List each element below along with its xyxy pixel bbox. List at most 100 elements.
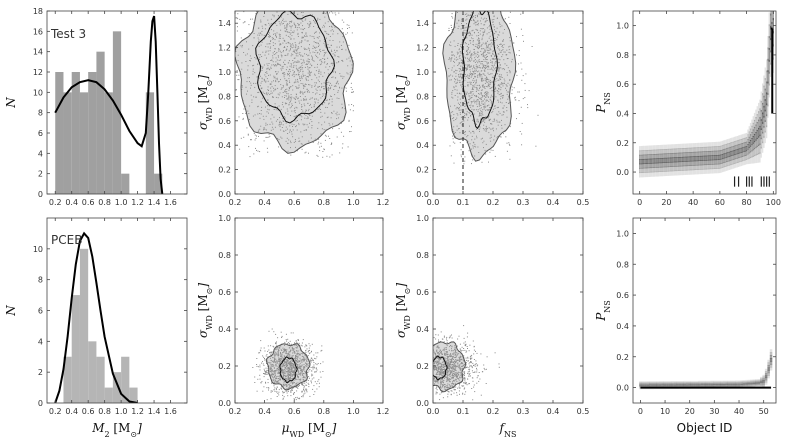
density-cell: [733, 158, 736, 164]
scatter-point: [467, 117, 469, 119]
scatter-point: [278, 368, 280, 370]
scatter-point: [293, 399, 295, 400]
scatter-point: [275, 80, 277, 82]
scatter-point: [292, 387, 294, 389]
scatter-point: [289, 97, 291, 99]
scatter-point: [286, 369, 288, 371]
scatter-point: [319, 49, 321, 51]
density-cell: [705, 151, 708, 157]
scatter-point: [492, 52, 494, 54]
scatter-point: [466, 18, 468, 20]
scatter-point: [293, 386, 295, 388]
density-cell: [661, 149, 663, 155]
scatter-point: [503, 82, 505, 84]
scatter-point: [305, 32, 307, 34]
scatter-point: [288, 368, 289, 369]
scatter-point: [488, 161, 489, 163]
scatter-point: [266, 57, 267, 59]
scatter-point: [258, 39, 260, 41]
scatter-point: [263, 34, 265, 36]
density-cell: [758, 119, 760, 130]
scatter-point: [305, 99, 307, 101]
scatter-point: [500, 95, 502, 97]
scatter-point: [481, 78, 483, 80]
density-cell: [701, 164, 704, 170]
scatter-point: [296, 363, 297, 365]
density-cell: [771, 11, 773, 24]
scatter-point: [305, 384, 307, 386]
scatter-point: [276, 380, 278, 382]
scatter-point: [283, 130, 285, 132]
scatter-point: [284, 361, 286, 363]
scatter-point: [454, 132, 456, 133]
scatter-point: [486, 128, 488, 129]
scatter-point: [291, 389, 293, 391]
scatter-point: [490, 39, 492, 41]
scatter-point: [315, 371, 317, 373]
scatter-point: [302, 396, 304, 398]
y-tick-label: 2: [38, 170, 43, 179]
scatter-point: [258, 366, 260, 368]
scatter-point: [301, 384, 303, 386]
scatter-point: [264, 79, 265, 81]
scatter-point: [263, 368, 265, 370]
scatter-point: [476, 88, 478, 89]
scatter-point: [279, 120, 281, 122]
scatter-point: [257, 92, 259, 93]
scatter-point: [275, 375, 276, 377]
scatter-point: [478, 103, 480, 105]
scatter-point: [316, 82, 317, 84]
density-cell: [747, 144, 749, 150]
scatter-point: [306, 118, 308, 120]
scatter-point: [293, 57, 295, 59]
scatter-point: [457, 45, 459, 46]
x-tick-label: 0.0: [427, 198, 440, 207]
scatter-point: [259, 364, 261, 366]
scatter-point: [475, 96, 477, 97]
scatter-point: [282, 92, 284, 93]
scatter-point: [266, 124, 268, 126]
density-cell: [673, 152, 676, 158]
scatter-point: [324, 112, 326, 114]
scatter-point: [480, 70, 482, 72]
scatter-point: [498, 68, 500, 69]
y-tick-label: 0.2: [416, 166, 429, 175]
scatter-point: [331, 112, 333, 114]
scatter-point: [266, 147, 268, 149]
scatter-point: [460, 105, 462, 107]
scatter-point: [279, 363, 281, 365]
density-cell: [703, 168, 705, 174]
x-tick-label: 1.0: [115, 198, 128, 207]
scatter-point: [463, 163, 465, 165]
scatter-point: [506, 64, 508, 66]
scatter-point: [457, 43, 459, 44]
scatter-point: [479, 43, 480, 45]
density-cell: [639, 159, 641, 165]
scatter-point: [279, 377, 281, 379]
scatter-point: [493, 139, 495, 141]
scatter-point: [477, 16, 478, 18]
scatter-point: [464, 32, 466, 34]
scatter-point: [289, 80, 290, 82]
scatter-point: [324, 121, 326, 123]
scatter-point: [316, 19, 318, 21]
scatter-point: [502, 85, 504, 87]
scatter-point: [484, 24, 486, 26]
scatter-point: [521, 133, 523, 135]
scatter-point: [309, 75, 311, 77]
scatter-point: [265, 81, 267, 83]
scatter-point: [278, 37, 280, 39]
scatter-point: [472, 73, 474, 75]
density-cell: [688, 156, 690, 162]
scatter-point: [260, 19, 262, 21]
density-cell: [763, 95, 765, 108]
scatter-point: [506, 142, 508, 144]
scatter-point: [500, 101, 501, 103]
scatter-point: [343, 76, 345, 78]
density-cell: [661, 144, 663, 150]
scatter-point: [317, 102, 319, 104]
scatter-point: [488, 43, 490, 45]
scatter-point: [319, 64, 321, 66]
scatter-point: [497, 124, 499, 126]
scatter-point: [282, 398, 284, 400]
